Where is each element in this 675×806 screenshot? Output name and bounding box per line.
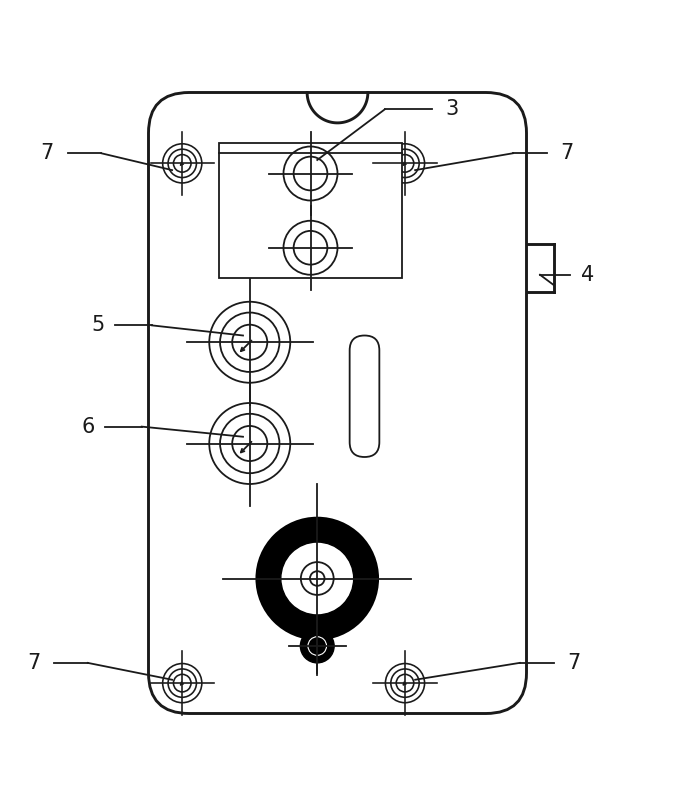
- Text: 4: 4: [580, 264, 594, 285]
- Circle shape: [281, 542, 354, 615]
- Text: 7: 7: [40, 143, 54, 164]
- FancyBboxPatch shape: [148, 93, 526, 713]
- Text: 7: 7: [560, 143, 574, 164]
- Text: 6: 6: [81, 417, 95, 437]
- Text: 5: 5: [91, 315, 105, 335]
- Text: 7: 7: [567, 653, 580, 673]
- Text: 3: 3: [446, 99, 459, 119]
- Text: 7: 7: [27, 653, 40, 673]
- Circle shape: [300, 629, 334, 663]
- Circle shape: [256, 517, 378, 639]
- FancyBboxPatch shape: [350, 335, 379, 457]
- Bar: [219, 143, 402, 278]
